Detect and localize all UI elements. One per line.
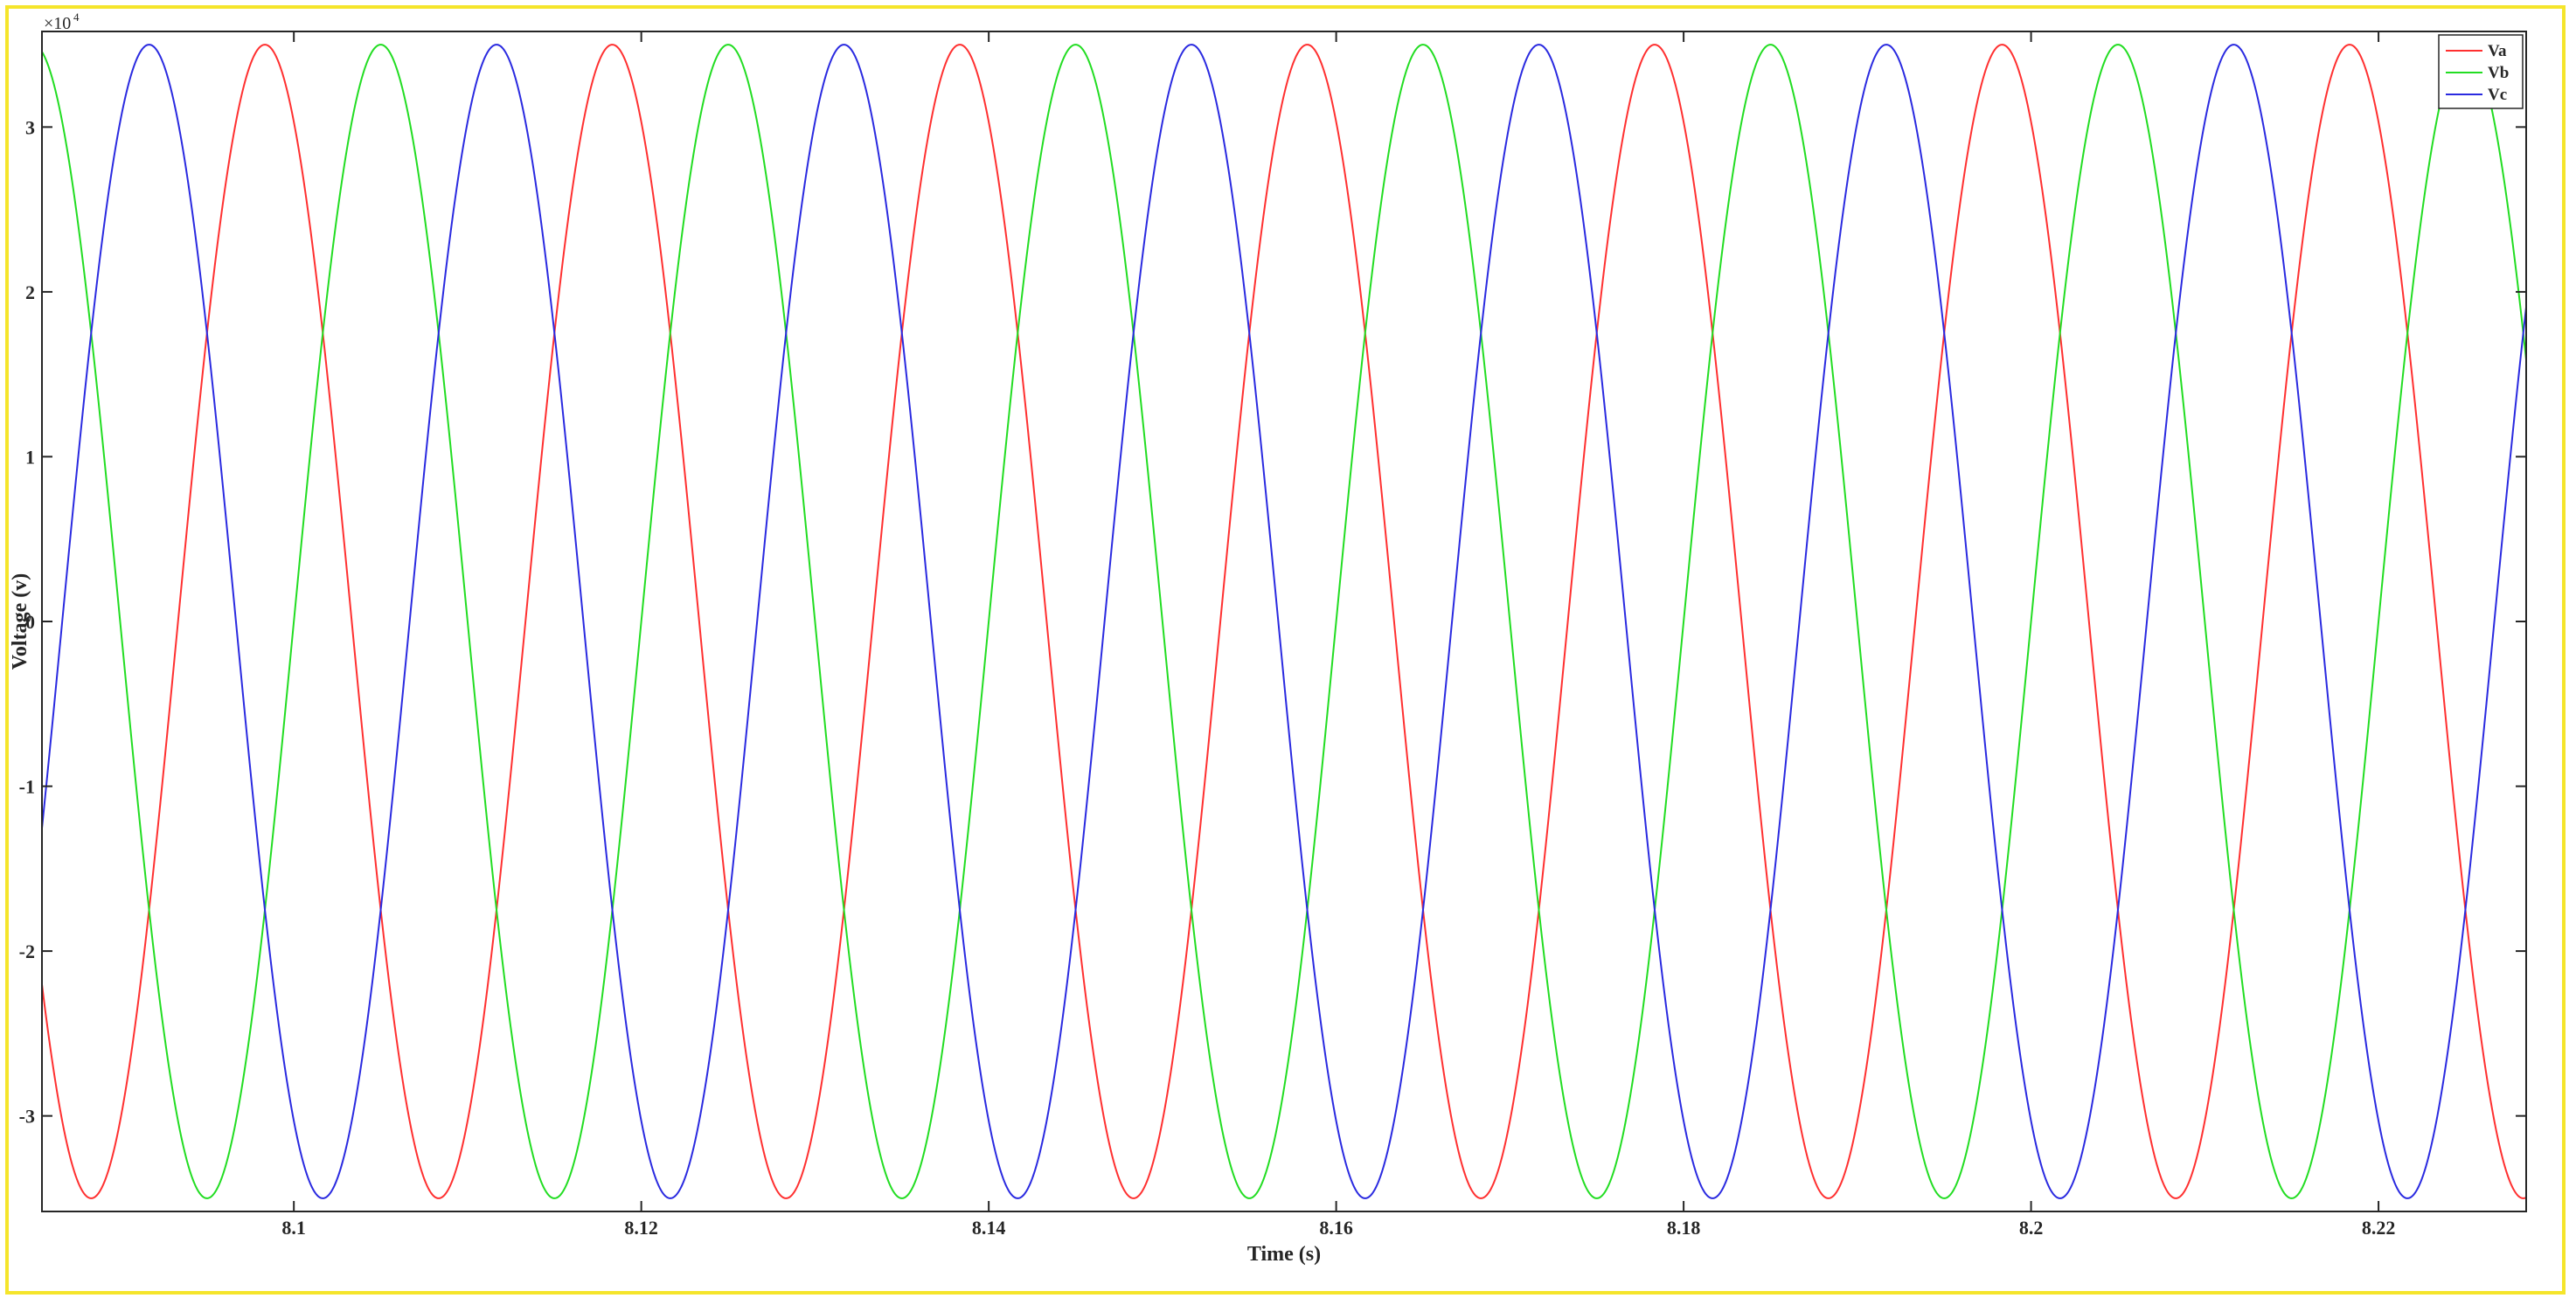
plot-area [42,31,2526,1211]
y-tick-label: 0 [25,611,35,633]
tick-layer: 8.1 8.12 8.14 8.16 8.18 8.2 8.22 -3 -2 -1 0 1 2 3 [19,31,2526,1239]
series-line-va [41,44,2527,1199]
x-tick-label: 8.16 [1319,1217,1353,1239]
x-tick-label: 8.1 [281,1217,306,1239]
y-exponent-base: ×10 [44,14,71,33]
y-tick-label: 3 [25,116,35,138]
figure-frame: 8.1 8.12 8.14 8.16 8.18 8.2 8.22 -3 -2 -1 0 1 2 3 ×10… [5,5,2566,1295]
y-tick-label: -1 [19,776,35,798]
y-axis-label: Voltage (v) [9,573,31,670]
y-tick-label: 1 [25,446,35,468]
x-tick-label: 8.2 [2019,1217,2044,1239]
series-line-vc [41,44,2527,1199]
series-layer [41,44,2527,1199]
legend-label-vc: Vc [2488,86,2507,104]
y-tick-label: -2 [19,941,35,962]
x-tick-label: 8.14 [972,1217,1006,1239]
y-tick-label: -3 [19,1106,35,1128]
x-tick-label: 8.12 [624,1217,658,1239]
x-tick-label: 8.18 [1667,1217,1701,1239]
x-axis-label: Time (s) [1247,1243,1321,1266]
y-exponent-power: 4 [73,10,80,24]
y-tick-label: 2 [25,281,35,303]
voltage-chart: 8.1 8.12 8.14 8.16 8.18 8.2 8.22 -3 -2 -1 0 1 2 3 ×10… [9,10,2527,1266]
x-tick-label: 8.22 [2362,1217,2396,1239]
series-line-vb [41,44,2527,1199]
legend-label-va: Va [2488,42,2507,60]
legend: Va Vb Vc [2438,34,2524,109]
legend-label-vb: Vb [2488,64,2509,82]
